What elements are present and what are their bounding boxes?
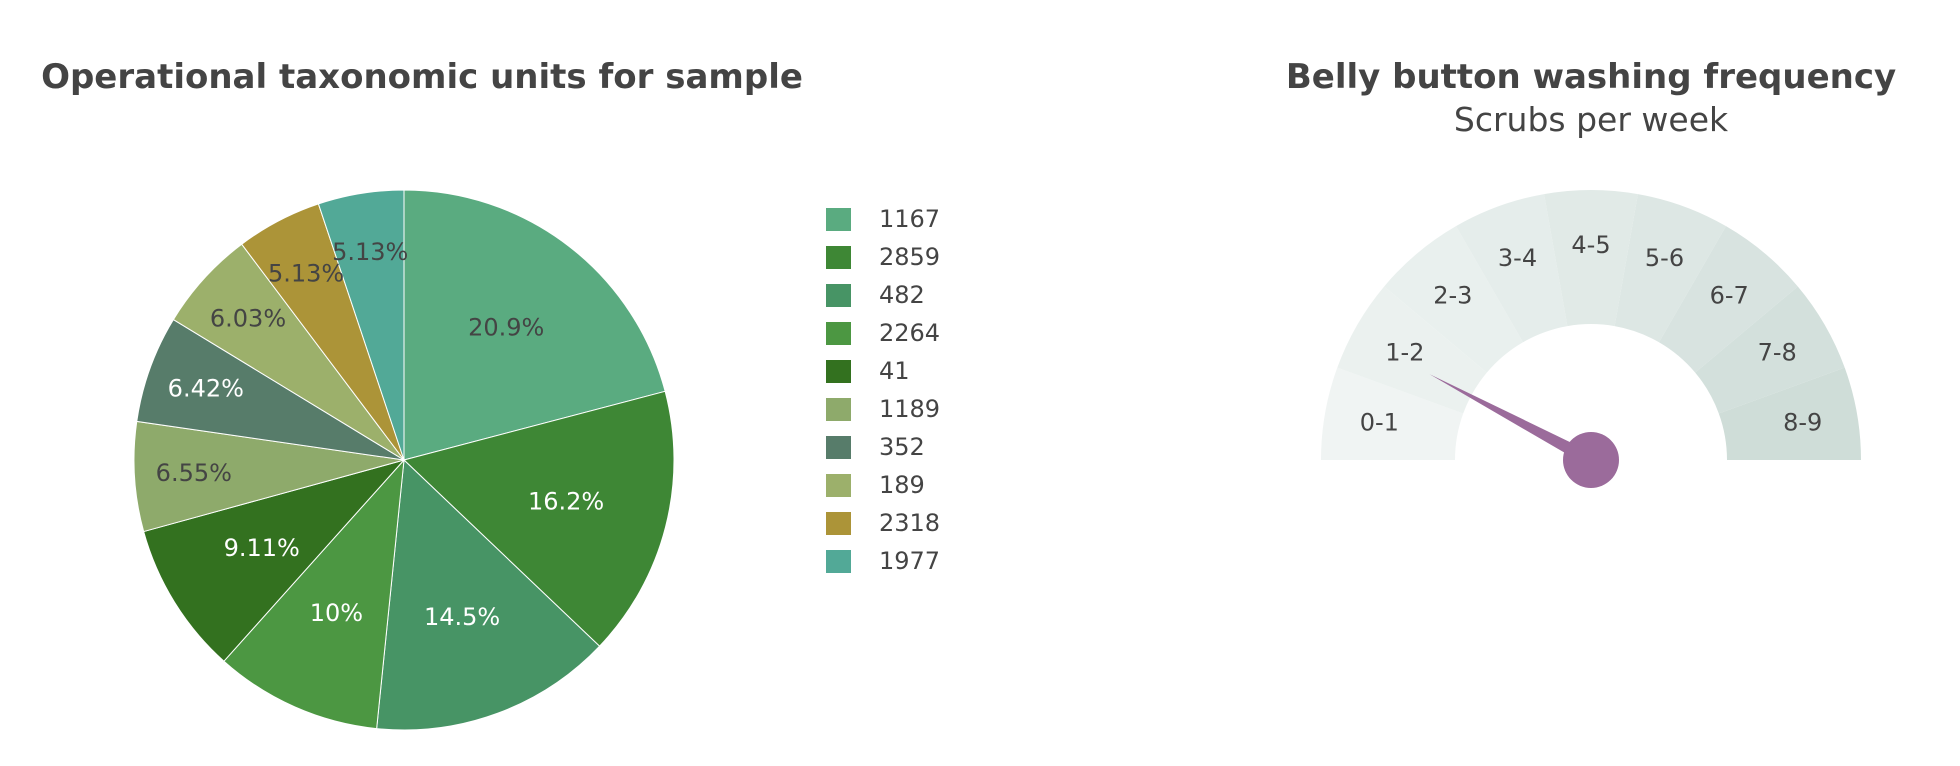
pie-slice-label-1977: 5.13% bbox=[332, 238, 408, 266]
gauge-step-label-6-7: 6-7 bbox=[1710, 281, 1749, 309]
pie-slice-label-482: 14.5% bbox=[424, 603, 500, 631]
legend-label-2859: 2859 bbox=[879, 243, 940, 271]
gauge-steps bbox=[1321, 189, 1861, 460]
gauge-needle-pointer bbox=[1429, 374, 1595, 467]
pie-slice-482[interactable] bbox=[376, 458, 601, 731]
legend-label-482: 482 bbox=[879, 281, 925, 309]
gauge-needle-hub bbox=[1563, 432, 1619, 488]
legend-item-1189[interactable]: 1189 bbox=[826, 395, 940, 423]
gauge-step-0-1[interactable] bbox=[1321, 367, 1464, 460]
pie-slice-labels: 20.9% 16.2% 14.5% 10% 9.11% 6.55% 6.42% 6.03% 5.… bbox=[156, 238, 605, 631]
legend-swatch-352 bbox=[826, 436, 851, 459]
gauge-needle bbox=[1429, 374, 1619, 488]
legend-swatch-2264 bbox=[826, 322, 851, 345]
legend-swatch-2318 bbox=[826, 512, 851, 535]
legend-swatch-2859 bbox=[826, 246, 851, 269]
pie-slice-2859[interactable] bbox=[403, 390, 675, 647]
pie-slice-label-1167: 20.9% bbox=[468, 313, 544, 341]
legend-swatch-482 bbox=[826, 284, 851, 307]
legend-item-2318[interactable]: 2318 bbox=[826, 509, 940, 537]
gauge-chart-subtitle: Scrubs per week bbox=[1454, 100, 1729, 139]
legend-item-482[interactable]: 482 bbox=[826, 281, 925, 309]
legend-item-2264[interactable]: 2264 bbox=[826, 319, 940, 347]
gauge-step-label-5-6: 5-6 bbox=[1645, 244, 1684, 272]
legend-label-1189: 1189 bbox=[879, 395, 940, 423]
pie-slice-2264[interactable] bbox=[223, 458, 405, 730]
pie-legend: 1167 2859 482 2264 41 1189 352 189 2318 1977 bbox=[826, 205, 940, 575]
legend-item-352[interactable]: 352 bbox=[826, 433, 925, 461]
gauge-step-8-9[interactable] bbox=[1718, 367, 1861, 460]
gauge-step-label-0-1: 0-1 bbox=[1360, 409, 1399, 437]
gauge-step-6-7[interactable] bbox=[1659, 226, 1798, 373]
pie-slice-label-352: 6.42% bbox=[168, 375, 244, 403]
pie-slice-label-1189: 6.55% bbox=[156, 459, 232, 487]
pie-slice-label-189: 6.03% bbox=[210, 305, 286, 333]
gauge-step-2-3[interactable] bbox=[1384, 226, 1523, 373]
pie-slices bbox=[133, 189, 675, 731]
gauge-step-label-7-8: 7-8 bbox=[1758, 339, 1797, 367]
pie-slice-label-2318: 5.13% bbox=[268, 260, 344, 288]
gauge-step-7-8[interactable] bbox=[1695, 286, 1845, 414]
pie-slice-label-41: 9.11% bbox=[224, 534, 300, 562]
legend-swatch-41 bbox=[826, 360, 851, 383]
legend-item-1977[interactable]: 1977 bbox=[826, 547, 940, 575]
pie-slice-1167[interactable] bbox=[403, 189, 666, 461]
pie-chart: Operational taxonomic units for sample 2… bbox=[41, 57, 803, 731]
legend-label-2318: 2318 bbox=[879, 509, 940, 537]
legend-label-352: 352 bbox=[879, 433, 925, 461]
pie-slice-label-2264: 10% bbox=[310, 599, 363, 627]
legend-swatch-1189 bbox=[826, 398, 851, 421]
pie-slice-1977[interactable] bbox=[317, 189, 405, 461]
pie-chart-title: Operational taxonomic units for sample bbox=[41, 57, 803, 97]
legend-label-1167: 1167 bbox=[879, 205, 940, 233]
legend-label-2264: 2264 bbox=[879, 319, 940, 347]
gauge-step-1-2[interactable] bbox=[1337, 286, 1487, 414]
legend-swatch-1977 bbox=[826, 550, 851, 573]
legend-label-41: 41 bbox=[879, 357, 910, 385]
gauge-step-label-1-2: 1-2 bbox=[1385, 339, 1424, 367]
gauge-step-5-6[interactable] bbox=[1614, 194, 1726, 343]
legend-label-189: 189 bbox=[879, 471, 925, 499]
pie-slice-41[interactable] bbox=[143, 459, 406, 662]
legend-label-1977: 1977 bbox=[879, 547, 940, 575]
gauge-chart: Belly button washing frequency Scrubs pe… bbox=[1286, 57, 1896, 488]
pie-slice-1189[interactable] bbox=[133, 420, 405, 533]
gauge-step-label-4-5: 4-5 bbox=[1571, 231, 1610, 259]
legend-item-1167[interactable]: 1167 bbox=[826, 205, 940, 233]
legend-item-2859[interactable]: 2859 bbox=[826, 243, 940, 271]
gauge-step-label-8-9: 8-9 bbox=[1783, 409, 1822, 437]
legend-item-41[interactable]: 41 bbox=[826, 357, 910, 385]
legend-swatch-189 bbox=[826, 474, 851, 497]
gauge-step-3-4[interactable] bbox=[1456, 194, 1568, 343]
gauge-step-label-2-3: 2-3 bbox=[1433, 281, 1472, 309]
legend-item-189[interactable]: 189 bbox=[826, 471, 925, 499]
gauge-step-labels: 0-1 1-2 2-3 3-4 4-5 5-6 6-7 7-8 8-9 bbox=[1360, 231, 1823, 437]
legend-swatch-1167 bbox=[826, 208, 851, 231]
pie-slice-label-2859: 16.2% bbox=[528, 488, 604, 516]
gauge-step-label-3-4: 3-4 bbox=[1498, 244, 1537, 272]
gauge-step-4-5[interactable] bbox=[1544, 189, 1638, 327]
gauge-chart-title: Belly button washing frequency bbox=[1286, 57, 1896, 97]
